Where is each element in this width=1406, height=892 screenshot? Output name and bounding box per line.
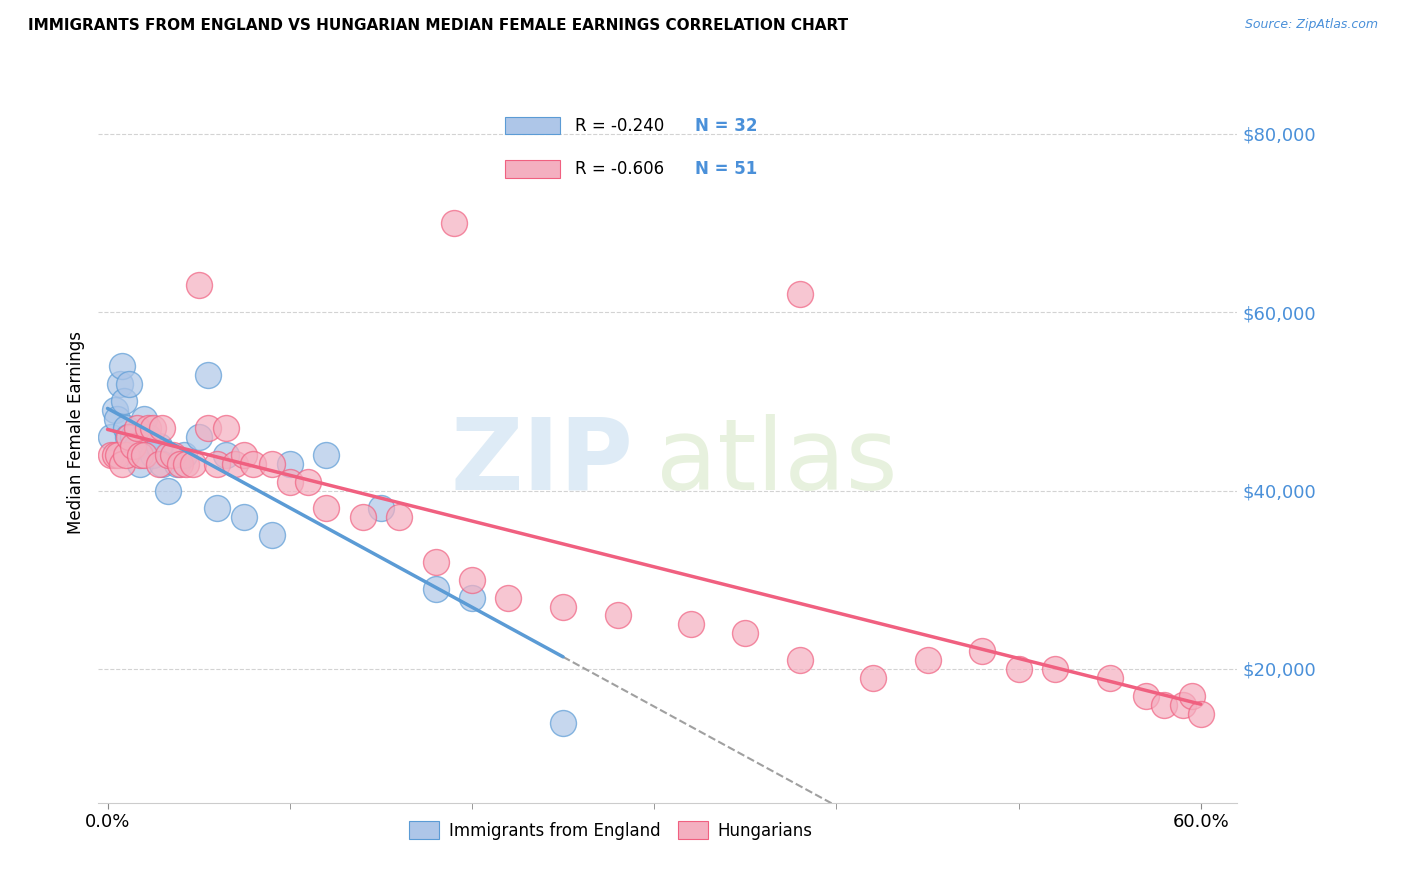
Text: Source: ZipAtlas.com: Source: ZipAtlas.com [1244,18,1378,31]
Point [215,421,238,435]
Point [181,457,204,471]
Point [789,653,811,667]
Point [461,591,484,605]
Point [242,457,264,471]
Point [233,510,256,524]
Point [551,715,574,730]
Point [278,457,301,471]
Point [111,359,134,373]
Point [278,475,301,489]
Point [142,448,165,462]
Point [150,457,173,471]
Point [260,457,283,471]
Point [129,457,152,471]
Point [142,421,165,435]
Y-axis label: Median Female Earnings: Median Female Earnings [66,331,84,534]
Point [443,216,465,230]
Point [110,376,132,391]
Point [125,439,148,453]
Point [862,671,884,685]
Point [114,421,136,435]
Point [125,421,148,435]
Text: IMMIGRANTS FROM ENGLAND VS HUNGARIAN MEDIAN FEMALE EARNINGS CORRELATION CHART: IMMIGRANTS FROM ENGLAND VS HUNGARIAN MED… [28,18,848,33]
Point [114,448,136,462]
Point [197,368,219,382]
Point [148,439,170,453]
Point [148,457,170,471]
Point [551,599,574,614]
Point [205,501,228,516]
Point [136,430,159,444]
Point [233,448,256,462]
Point [425,582,447,596]
Point [112,394,135,409]
Point [370,501,392,516]
Point [136,421,159,435]
Point [100,448,122,462]
Point [297,475,319,489]
Point [205,457,228,471]
Point [104,448,127,462]
Point [117,430,139,444]
Point [679,617,702,632]
Point [197,421,219,435]
Point [118,376,141,391]
Point [156,448,179,462]
Point [315,448,337,462]
Point [166,457,188,471]
Point [105,412,128,426]
Point [122,430,145,444]
Point [972,644,994,658]
Point [118,430,141,444]
Point [1181,689,1204,703]
Point [1007,662,1029,676]
Point [132,448,155,462]
Point [388,510,411,524]
Point [789,287,811,301]
Point [1098,671,1121,685]
Point [461,573,484,587]
Point [174,457,197,471]
Point [1153,698,1175,712]
Point [352,510,374,524]
Point [173,448,195,462]
Legend: Immigrants from England, Hungarians: Immigrants from England, Hungarians [402,814,820,847]
Point [162,448,184,462]
Point [132,412,155,426]
Point [111,457,134,471]
Point [129,448,152,462]
Point [606,608,628,623]
Point [315,501,337,516]
Point [1171,698,1194,712]
Point [224,457,246,471]
Point [425,555,447,569]
Text: atlas: atlas [657,414,898,511]
Point [169,457,191,471]
Point [1189,706,1212,721]
Point [150,421,173,435]
Point [215,448,238,462]
Text: ZIP: ZIP [451,414,634,511]
Point [498,591,520,605]
Point [260,528,283,542]
Point [734,626,756,640]
Point [1135,689,1157,703]
Point [917,653,939,667]
Point [187,430,209,444]
Point [187,278,209,293]
Point [107,448,129,462]
Point [100,430,122,444]
Point [122,439,145,453]
Point [104,403,127,417]
Point [156,483,179,498]
Point [1043,662,1066,676]
